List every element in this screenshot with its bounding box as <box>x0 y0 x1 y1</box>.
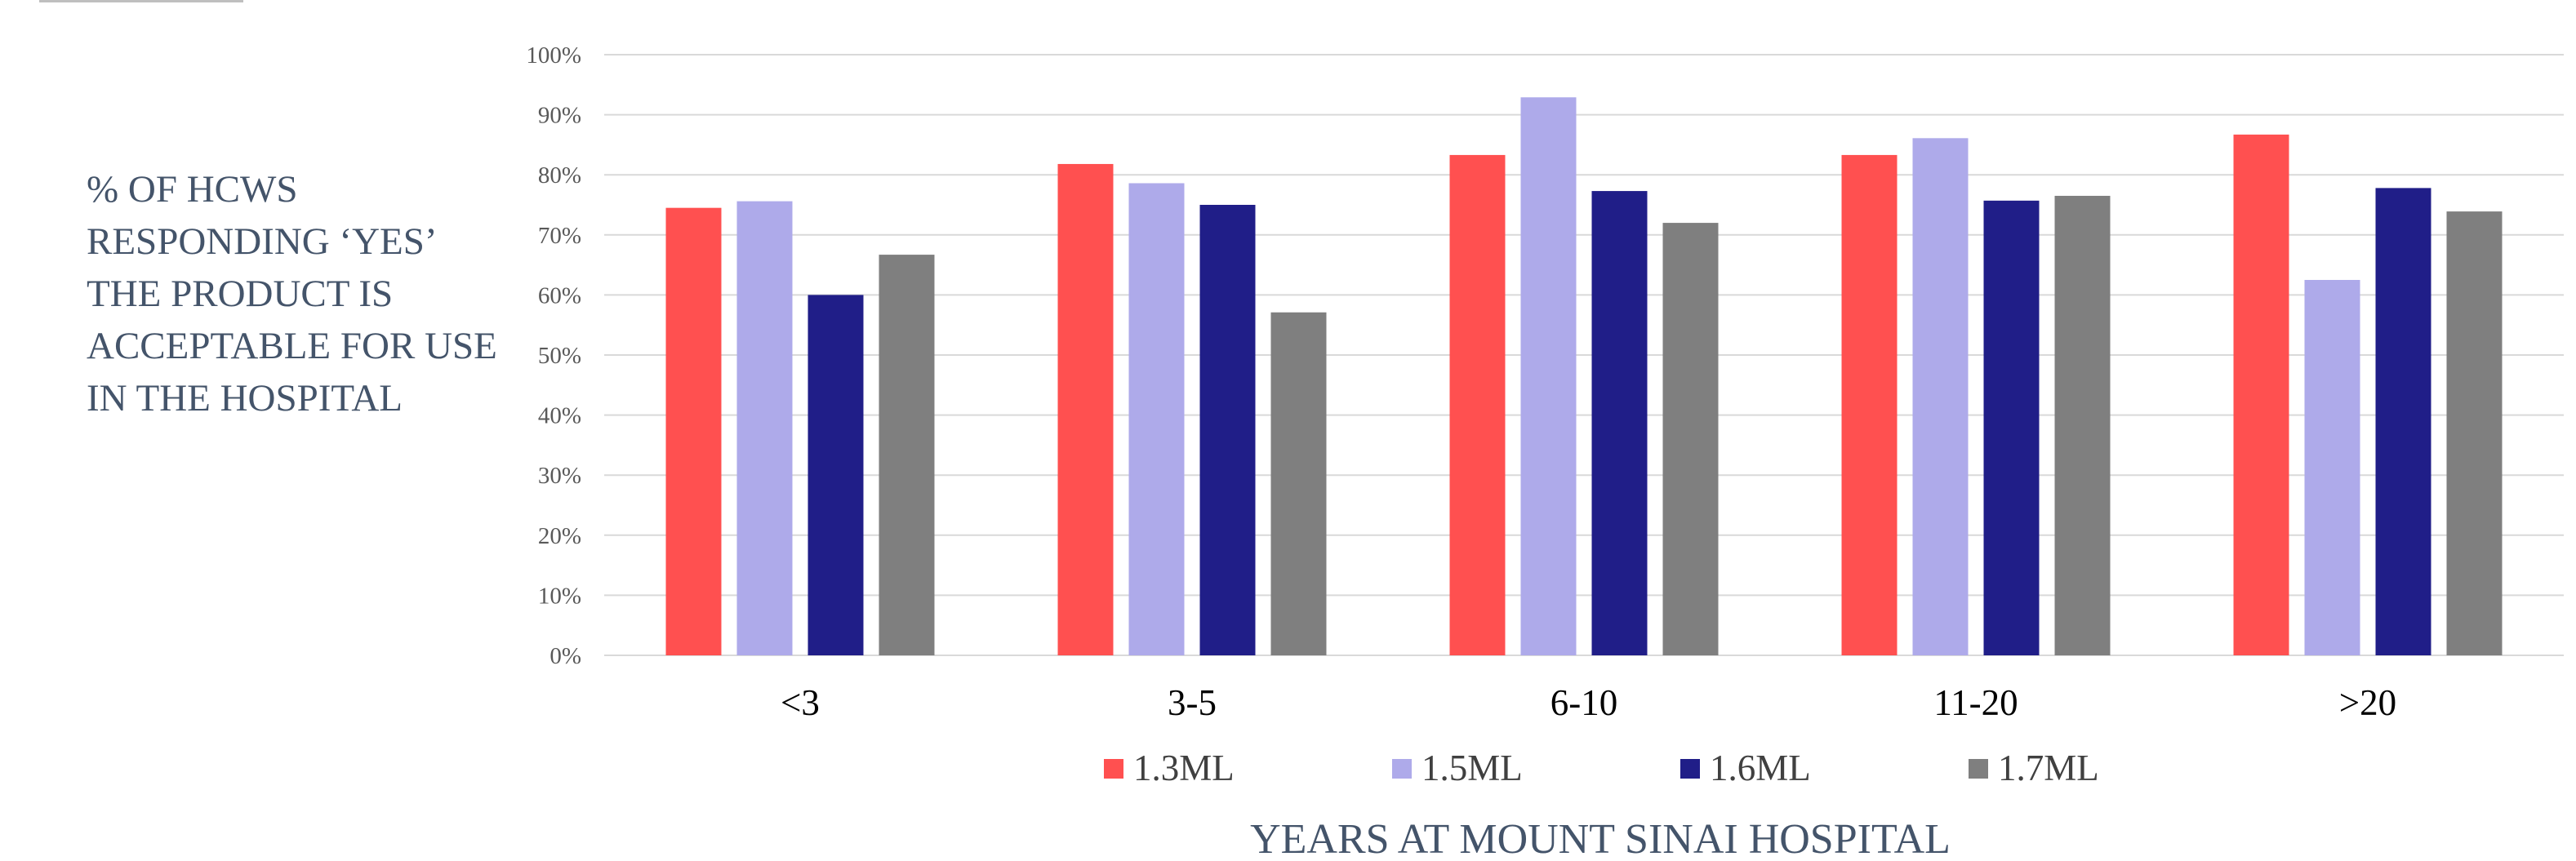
bar-1-5ml-0 <box>736 201 793 656</box>
legend-swatch <box>1104 759 1123 779</box>
x-category-label: 3-5 <box>1168 682 1217 723</box>
y-tick-label: 60% <box>538 282 581 308</box>
x-axis-categories: <3 3-5 6-10 11-20 >20 <box>781 682 2396 723</box>
bar-1-3ml-0 <box>665 207 722 655</box>
y-tick-label: 100% <box>526 42 581 69</box>
bar-1-5ml-1 <box>1128 183 1185 655</box>
legend-swatch <box>1680 759 1700 779</box>
legend-label: 1.3ML <box>1133 748 1235 788</box>
legend-swatch <box>1392 759 1412 779</box>
x-category-label: >20 <box>2339 682 2396 723</box>
bar-1-7ml-1 <box>1270 312 1327 655</box>
bar-1-6ml-2 <box>1591 191 1648 655</box>
legend: 1.3ML 1.5ML 1.6ML 1.7ML <box>1104 748 2099 788</box>
y-tick-label: 70% <box>538 223 581 249</box>
bar-1-3ml-4 <box>2233 134 2289 655</box>
y-axis-title: % of HCWs responding ‘yes’ the product i… <box>87 168 497 419</box>
y-tick-label: 80% <box>538 162 581 189</box>
x-category-label: 11-20 <box>1933 682 2018 723</box>
legend-swatch <box>1969 759 1988 779</box>
y-tick-label: 40% <box>538 403 581 429</box>
y-tick-label: 30% <box>538 463 581 489</box>
x-category-label: <3 <box>781 682 820 723</box>
bar-1-6ml-3 <box>1983 200 2040 655</box>
bar-1-7ml-2 <box>1662 223 1719 656</box>
x-axis-title: YEARS AT MOUNT SINAI HOSPITAL <box>1250 816 1951 861</box>
y-tick-label: 20% <box>538 523 581 549</box>
legend-label: 1.5ML <box>1421 748 1523 788</box>
bar-1-6ml-0 <box>808 295 864 655</box>
bar-1-5ml-3 <box>1912 138 1969 655</box>
y-tick-label: 0% <box>549 643 581 669</box>
x-category-label: 6-10 <box>1550 682 1618 723</box>
legend-label: 1.7ML <box>1998 748 2099 788</box>
y-tick-label: 50% <box>538 343 581 369</box>
bar-1-7ml-0 <box>879 255 935 655</box>
bar-1-7ml-4 <box>2446 211 2503 655</box>
bar-1-6ml-4 <box>2375 188 2431 656</box>
bars <box>665 97 2503 656</box>
bar-1-3ml-1 <box>1057 163 1114 655</box>
bar-1-5ml-4 <box>2304 280 2360 655</box>
top-divider <box>39 0 243 2</box>
legend-label: 1.6ML <box>1710 748 1811 788</box>
y-axis-ticks: 0% 10% 20% 30% 40% 50% 60% 70% 80% 90% 100% <box>526 42 581 669</box>
y-tick-label: 10% <box>538 583 581 609</box>
bar-1-7ml-3 <box>2054 195 2111 655</box>
bar-1-3ml-2 <box>1449 154 1506 656</box>
y-tick-label: 90% <box>538 103 581 129</box>
bar-1-5ml-2 <box>1520 97 1577 656</box>
bar-1-6ml-1 <box>1199 205 1256 655</box>
bar-1-3ml-3 <box>1841 154 1898 656</box>
